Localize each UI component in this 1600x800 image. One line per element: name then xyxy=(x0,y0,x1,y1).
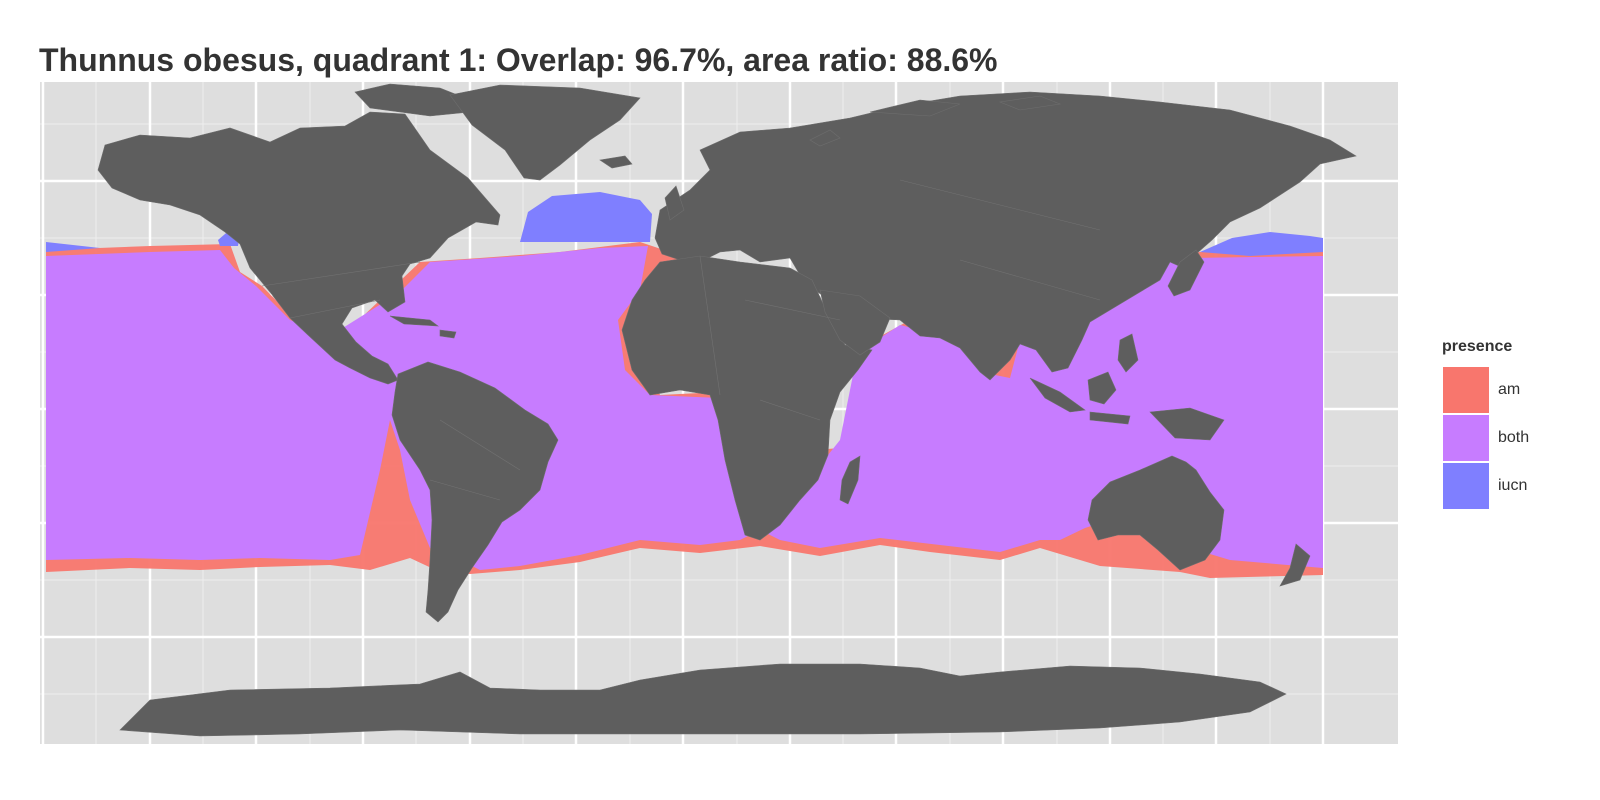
north-america-land xyxy=(97,111,501,385)
land-masses xyxy=(97,83,1357,737)
legend-item-iucn: iucn xyxy=(1442,462,1582,510)
legend-label-am: am xyxy=(1498,381,1521,398)
africa-land xyxy=(621,255,873,541)
legend: presence am both iucn xyxy=(1442,338,1582,510)
antarctica-land xyxy=(119,663,1287,737)
australia-land xyxy=(1087,455,1225,571)
legend-key-am xyxy=(1442,366,1490,414)
presence-both-region xyxy=(46,246,1323,570)
country-borders xyxy=(261,179,1101,501)
south-america-land xyxy=(391,361,559,623)
legend-item-both: both xyxy=(1442,414,1582,462)
map-title: Thunnus obesus, quadrant 1: Overlap: 96.… xyxy=(39,42,998,78)
legend-label-iucn: iucn xyxy=(1498,477,1528,494)
legend-key-iucn xyxy=(1442,462,1490,510)
legend-item-am: am xyxy=(1442,366,1582,414)
legend-label-both: both xyxy=(1498,429,1530,446)
legend-key-both xyxy=(1442,414,1490,462)
greenland-land xyxy=(449,84,641,181)
legend-title: presence xyxy=(1442,338,1513,355)
